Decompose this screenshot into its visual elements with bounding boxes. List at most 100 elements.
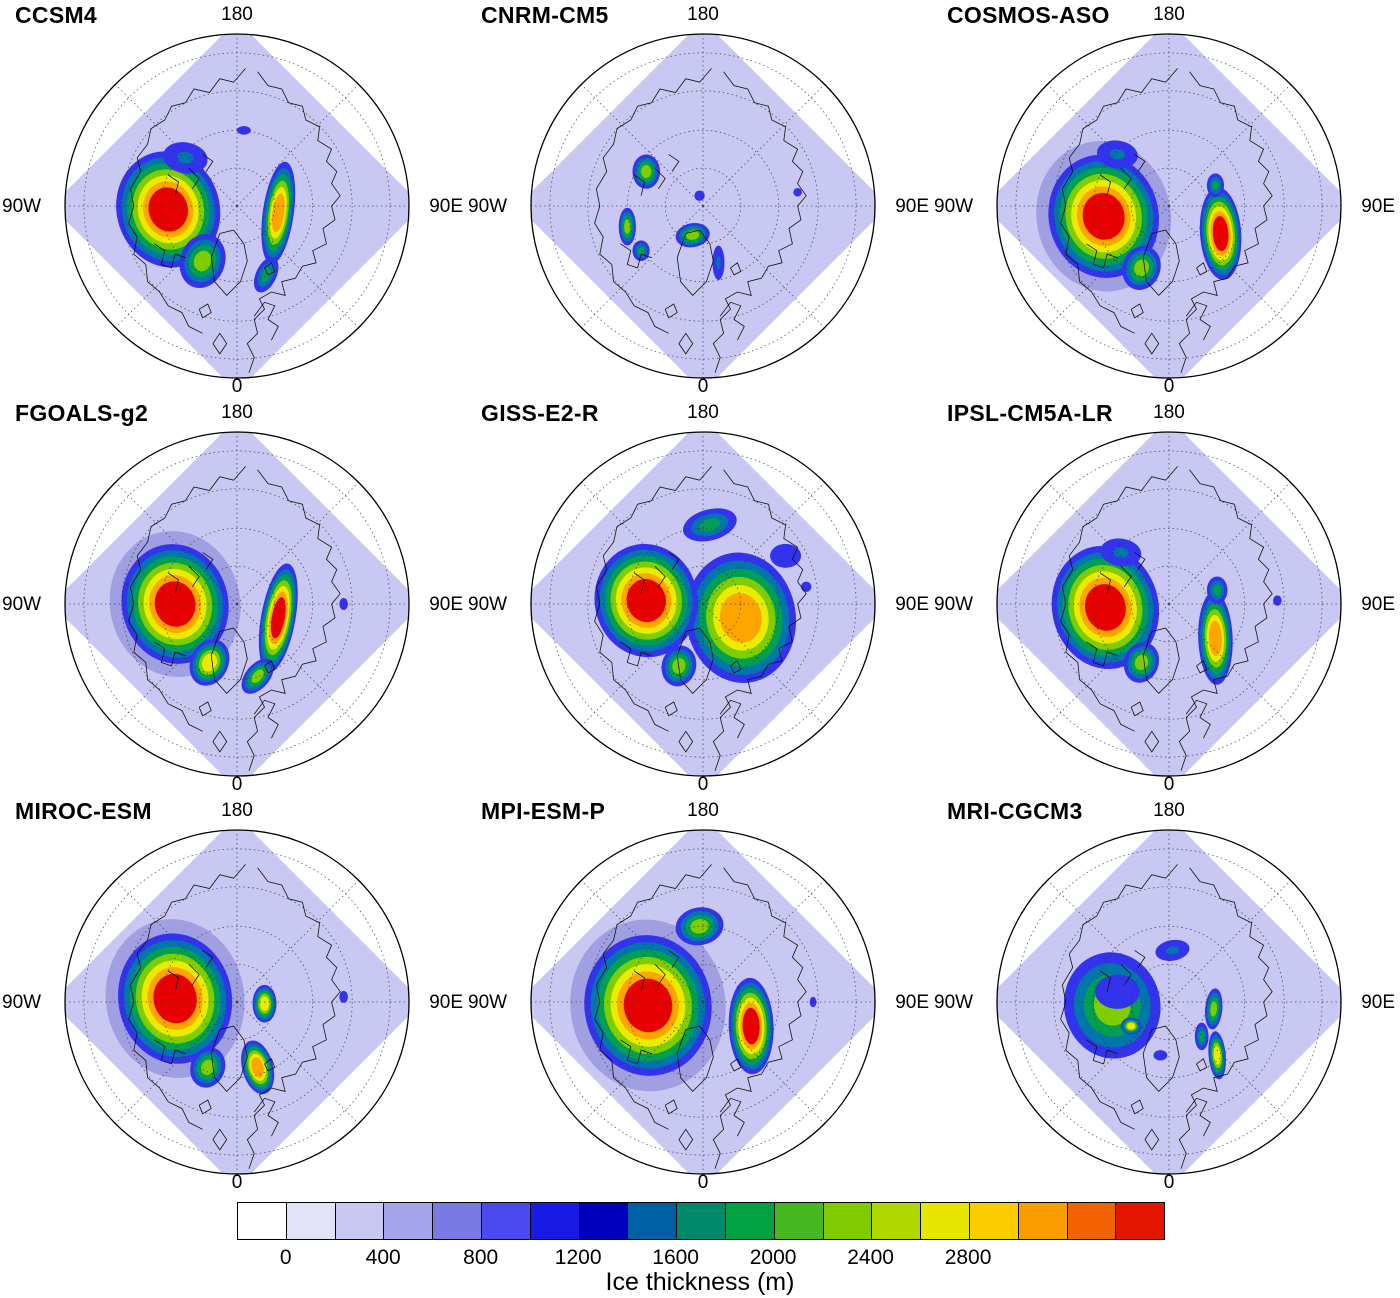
meridian-line (115, 1001, 238, 1124)
meridian-label-90e: 90E (1361, 594, 1395, 615)
coastline (1185, 301, 1211, 341)
meridian-label-180: 180 (221, 402, 253, 423)
latitude-circle (1130, 565, 1208, 643)
coastline (1134, 552, 1146, 570)
meridian-line (581, 205, 704, 328)
panel-title: FGOALS-g2 (15, 400, 149, 426)
latitude-circle (121, 488, 353, 720)
colorbar-segment-12 (823, 1203, 873, 1239)
coastline (246, 867, 341, 1169)
polar-map-IPSL-CM5A-LR (996, 431, 1342, 777)
colorbar-segment-9 (677, 1203, 726, 1239)
coastline (1134, 950, 1146, 968)
latitude-circle (1053, 90, 1285, 322)
model-map-grid: CCSM4 180 90W 90E 0 CNRM-CM5 180 90W 90E 0 COSMOS-… (2, 0, 1398, 1193)
coastline (202, 154, 214, 172)
meridian-line (236, 603, 359, 726)
meridian-label-180: 180 (1153, 4, 1185, 25)
colorbar-segment-14 (921, 1203, 970, 1239)
coastline (633, 970, 645, 992)
coastline (167, 572, 179, 594)
coastline (1060, 68, 1178, 334)
meridian-label-0: 0 (1163, 1172, 1175, 1193)
map-boundary (530, 829, 876, 1175)
meridian-label-180: 180 (687, 4, 719, 25)
colorbar-segment-4 (433, 1203, 482, 1239)
coastline (1130, 1099, 1144, 1115)
latitude-circle (664, 167, 742, 245)
map-boundary (530, 33, 876, 379)
latitude-circle (160, 527, 314, 681)
coastline (594, 864, 712, 1130)
panel-title: CCSM4 (15, 2, 98, 28)
coastline (1144, 1128, 1160, 1151)
coastline (1144, 332, 1160, 355)
coastline (1060, 466, 1178, 732)
coastline (212, 332, 228, 355)
coastline (1086, 243, 1118, 269)
coastline (676, 1025, 714, 1092)
meridian-line (115, 603, 238, 726)
map-panel-IPSL-CM5A-LR: IPSL-CM5A-LR 180 90W 90E 0 (932, 398, 1398, 796)
coastline (1060, 864, 1178, 1130)
meridian-label-0: 0 (231, 376, 243, 397)
coastline (664, 1099, 678, 1115)
coastline (154, 1039, 186, 1065)
latitude-circle (1130, 963, 1208, 1041)
meridian-label-180: 180 (687, 800, 719, 821)
meridian-line (115, 482, 238, 605)
polar-map-CCSM4 (64, 33, 410, 379)
coastline (128, 466, 246, 732)
latitude-circle (626, 925, 780, 1079)
meridian-label-0: 0 (231, 1172, 243, 1193)
meridian-label-180: 180 (221, 800, 253, 821)
polar-map-MIROC-ESM (64, 829, 410, 1175)
coastline (712, 867, 807, 1169)
coastline (620, 1039, 652, 1065)
coastline (1086, 641, 1118, 667)
map-boundary (64, 829, 410, 1175)
meridian-line (581, 1001, 704, 1124)
coastline (664, 701, 678, 717)
meridian-label-0: 0 (697, 774, 709, 795)
coastline (730, 262, 742, 276)
coastline (1120, 963, 1132, 986)
meridian-line (236, 205, 359, 328)
meridian-line (1168, 603, 1291, 726)
meridian-label-90e: 90E (895, 594, 929, 615)
meridian-label-90w: 90W (934, 594, 974, 615)
meridian-line (702, 84, 825, 207)
latitude-circle (198, 963, 276, 1041)
coastline (1120, 565, 1132, 588)
colorbar-segment-10 (725, 1203, 775, 1239)
coastline (620, 243, 652, 269)
coastline (1099, 174, 1111, 196)
colorbar-segment-3 (384, 1203, 434, 1239)
colorbar-segment-7 (579, 1203, 629, 1239)
coastline (210, 1025, 248, 1092)
panel-title: CNRM-CM5 (481, 2, 609, 28)
meridian-label-90w: 90W (934, 992, 974, 1013)
panel-title: MPI-ESM-P (481, 798, 606, 824)
latitude-circle (664, 963, 742, 1041)
meridian-line (115, 205, 238, 328)
meridian-label-90w: 90W (2, 992, 42, 1013)
coastline (719, 301, 745, 341)
colorbar-segment-0 (238, 1203, 287, 1239)
meridian-line (1047, 1001, 1170, 1124)
coastline (678, 332, 694, 355)
latitude-circle (121, 90, 353, 322)
map-panel-COSMOS-ASO: COSMOS-ASO 180 90W 90E 0 (932, 0, 1398, 398)
coastline (668, 154, 680, 172)
meridian-label-180: 180 (687, 402, 719, 423)
map-boundary (996, 33, 1342, 379)
meridian-line (581, 880, 704, 1003)
meridian-line (581, 84, 704, 207)
colorbar (237, 1202, 1165, 1240)
coastline (253, 301, 279, 341)
coastline (1178, 71, 1273, 373)
colorbar-block: 0 400 800 1200 1600 2000 2400 2800 Ice thicknes… (0, 1194, 1400, 1298)
latitude-circle (198, 167, 276, 245)
polar-map-MPI-ESM-P (530, 829, 876, 1175)
meridian-line (1168, 880, 1291, 1003)
